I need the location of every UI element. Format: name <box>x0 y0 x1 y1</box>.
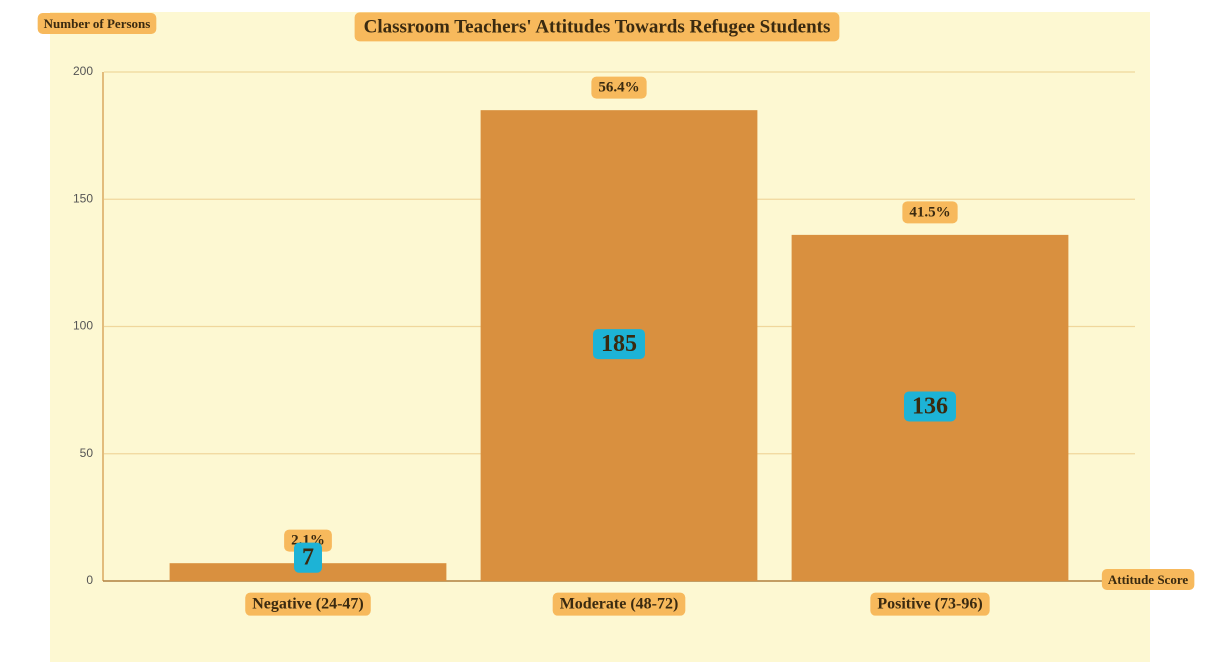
x-tick-label: Moderate (48-72) <box>560 596 679 613</box>
count-label: 136 <box>912 393 948 419</box>
percent-label: 41.5% <box>909 204 950 220</box>
x-axis-title: Attitude Score <box>1108 572 1189 587</box>
x-tick-label-box <box>870 592 990 616</box>
count-label-box <box>593 329 645 360</box>
chart-title-box <box>354 12 840 42</box>
percent-label-box <box>902 201 958 224</box>
x-tick-label-box <box>552 592 686 616</box>
count-label: 185 <box>601 331 637 357</box>
x-tick-label: Positive (73-96) <box>877 596 982 613</box>
x-axis-title-box <box>1101 568 1195 590</box>
y-tick-label: 200 <box>73 64 93 78</box>
count-label-box <box>294 542 322 573</box>
chart-title: Classroom Teachers' Attitudes Towards Re… <box>364 16 831 37</box>
x-tick-label: Negative (24-47) <box>252 596 364 613</box>
percent-label: 56.4% <box>598 80 639 96</box>
percent-label-box <box>591 76 647 99</box>
y-axis-title-box <box>37 12 157 34</box>
x-tick-label-box <box>245 592 371 616</box>
count-label: 7 <box>302 545 314 571</box>
y-tick-label: 100 <box>73 319 93 333</box>
y-tick-label: 50 <box>80 446 94 460</box>
y-tick-label: 0 <box>86 573 93 587</box>
y-tick-label: 150 <box>73 191 93 205</box>
y-axis-title: Number of Persons <box>44 16 151 31</box>
count-label-box <box>904 391 956 422</box>
